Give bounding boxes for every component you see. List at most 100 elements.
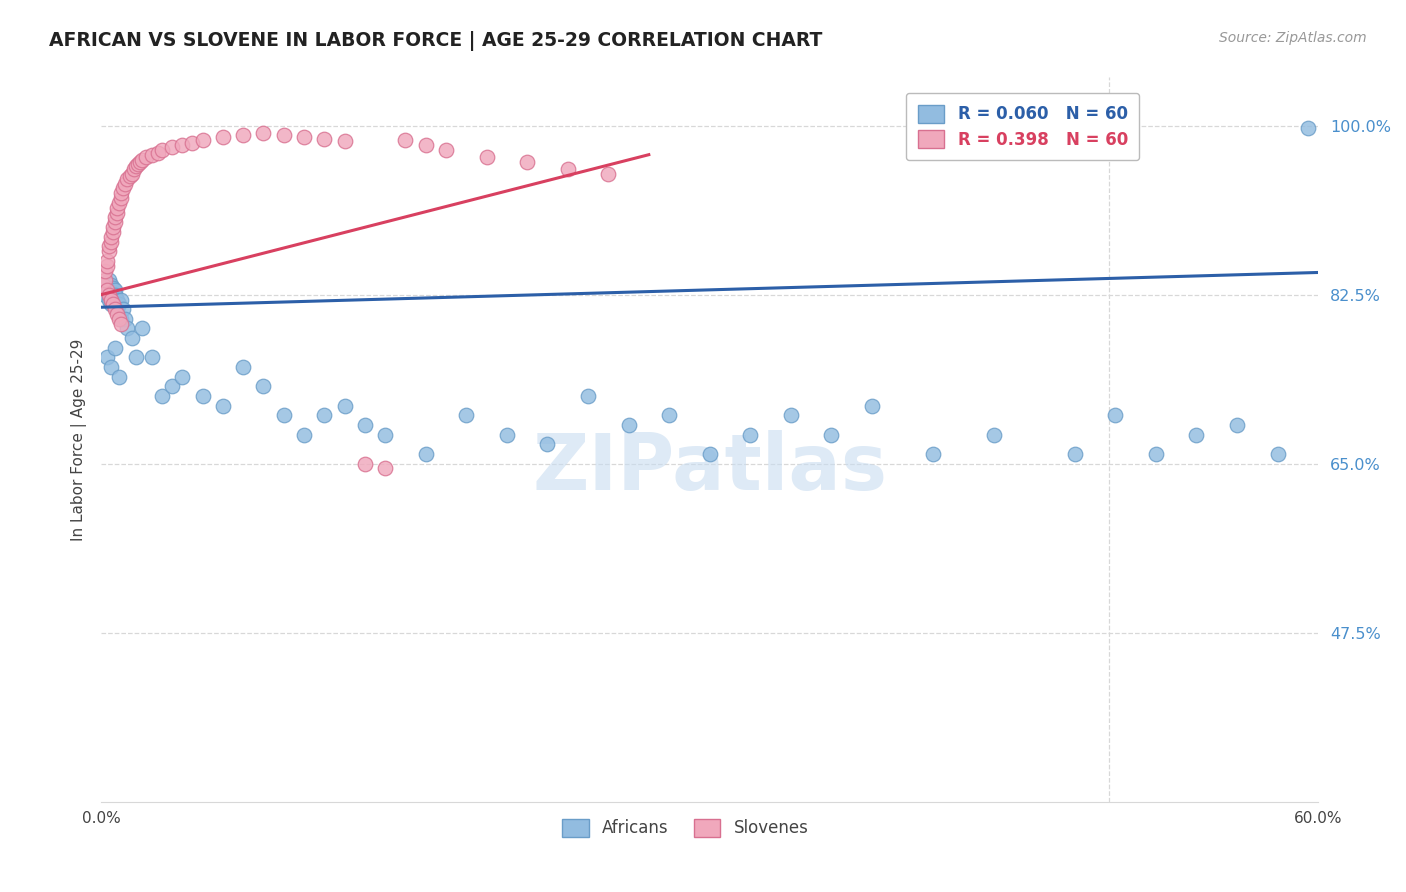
Point bbox=[100, 360, 122, 375]
Point bbox=[598, 167, 620, 181]
Point bbox=[104, 341, 127, 355]
Point bbox=[495, 427, 517, 442]
Point bbox=[112, 181, 135, 195]
Point bbox=[96, 259, 118, 273]
Point bbox=[273, 409, 295, 423]
Point bbox=[100, 235, 122, 249]
Point bbox=[103, 285, 125, 299]
Point bbox=[394, 133, 416, 147]
Point bbox=[536, 437, 558, 451]
Point bbox=[108, 311, 131, 326]
Point bbox=[181, 136, 204, 150]
Point bbox=[658, 409, 681, 423]
Point bbox=[103, 281, 125, 295]
Point bbox=[108, 369, 131, 384]
Point bbox=[104, 211, 127, 225]
Point bbox=[131, 153, 153, 167]
Point bbox=[94, 263, 117, 277]
Point bbox=[112, 302, 135, 317]
Point bbox=[121, 167, 143, 181]
Point bbox=[118, 169, 141, 183]
Point bbox=[983, 427, 1005, 442]
Point bbox=[98, 239, 121, 253]
Point bbox=[1267, 447, 1289, 461]
Point bbox=[110, 186, 132, 201]
Legend: Africans, Slovenes: Africans, Slovenes bbox=[555, 812, 815, 844]
Point bbox=[860, 399, 883, 413]
Text: Source: ZipAtlas.com: Source: ZipAtlas.com bbox=[1219, 31, 1367, 45]
Point bbox=[141, 351, 163, 365]
Point bbox=[103, 220, 125, 235]
Point bbox=[94, 287, 117, 301]
Point bbox=[110, 293, 132, 307]
Point bbox=[127, 157, 149, 171]
Point bbox=[353, 417, 375, 432]
Point bbox=[117, 321, 139, 335]
Point bbox=[1296, 120, 1319, 135]
Point bbox=[415, 447, 437, 461]
Point bbox=[105, 302, 128, 317]
Point bbox=[314, 409, 336, 423]
Y-axis label: In Labor Force | Age 25-29: In Labor Force | Age 25-29 bbox=[72, 338, 87, 541]
Point bbox=[117, 171, 139, 186]
Point bbox=[100, 297, 122, 311]
Point bbox=[1144, 447, 1167, 461]
Point bbox=[434, 143, 457, 157]
Point bbox=[96, 283, 118, 297]
Point bbox=[1185, 427, 1208, 442]
Point bbox=[150, 143, 173, 157]
Point bbox=[98, 244, 121, 259]
Point bbox=[456, 409, 478, 423]
Point bbox=[211, 399, 233, 413]
Point bbox=[121, 331, 143, 345]
Point bbox=[104, 215, 127, 229]
Point bbox=[557, 162, 579, 177]
Point bbox=[172, 369, 194, 384]
Point bbox=[172, 138, 194, 153]
Point bbox=[273, 128, 295, 143]
Point bbox=[191, 133, 214, 147]
Point bbox=[100, 278, 122, 293]
Text: ZIPatlas: ZIPatlas bbox=[531, 431, 887, 507]
Point bbox=[96, 253, 118, 268]
Point bbox=[114, 311, 136, 326]
Point bbox=[1104, 409, 1126, 423]
Point bbox=[98, 287, 121, 301]
Point bbox=[104, 302, 127, 317]
Point bbox=[114, 177, 136, 191]
Point bbox=[100, 229, 122, 244]
Point bbox=[617, 417, 640, 432]
Point bbox=[103, 225, 125, 239]
Point bbox=[141, 147, 163, 161]
Point bbox=[740, 427, 762, 442]
Point bbox=[135, 150, 157, 164]
Point bbox=[160, 140, 183, 154]
Point bbox=[292, 130, 315, 145]
Text: AFRICAN VS SLOVENE IN LABOR FORCE | AGE 25-29 CORRELATION CHART: AFRICAN VS SLOVENE IN LABOR FORCE | AGE … bbox=[49, 31, 823, 51]
Point bbox=[96, 283, 118, 297]
Point bbox=[110, 311, 132, 326]
Point bbox=[91, 278, 114, 293]
Point bbox=[103, 297, 125, 311]
Point bbox=[105, 293, 128, 307]
Point bbox=[124, 159, 146, 173]
Point bbox=[333, 399, 356, 413]
Point bbox=[150, 389, 173, 403]
Point bbox=[232, 128, 254, 143]
Point bbox=[96, 351, 118, 365]
Point bbox=[131, 321, 153, 335]
Point bbox=[191, 389, 214, 403]
Point bbox=[211, 130, 233, 145]
Point bbox=[110, 191, 132, 205]
Point bbox=[160, 379, 183, 393]
Point bbox=[333, 134, 356, 148]
Point bbox=[699, 447, 721, 461]
Point bbox=[475, 150, 498, 164]
Point bbox=[124, 351, 146, 365]
Point bbox=[98, 273, 121, 287]
Point bbox=[415, 138, 437, 153]
Point bbox=[353, 457, 375, 471]
Point bbox=[104, 283, 127, 297]
Point bbox=[108, 196, 131, 211]
Point bbox=[252, 127, 274, 141]
